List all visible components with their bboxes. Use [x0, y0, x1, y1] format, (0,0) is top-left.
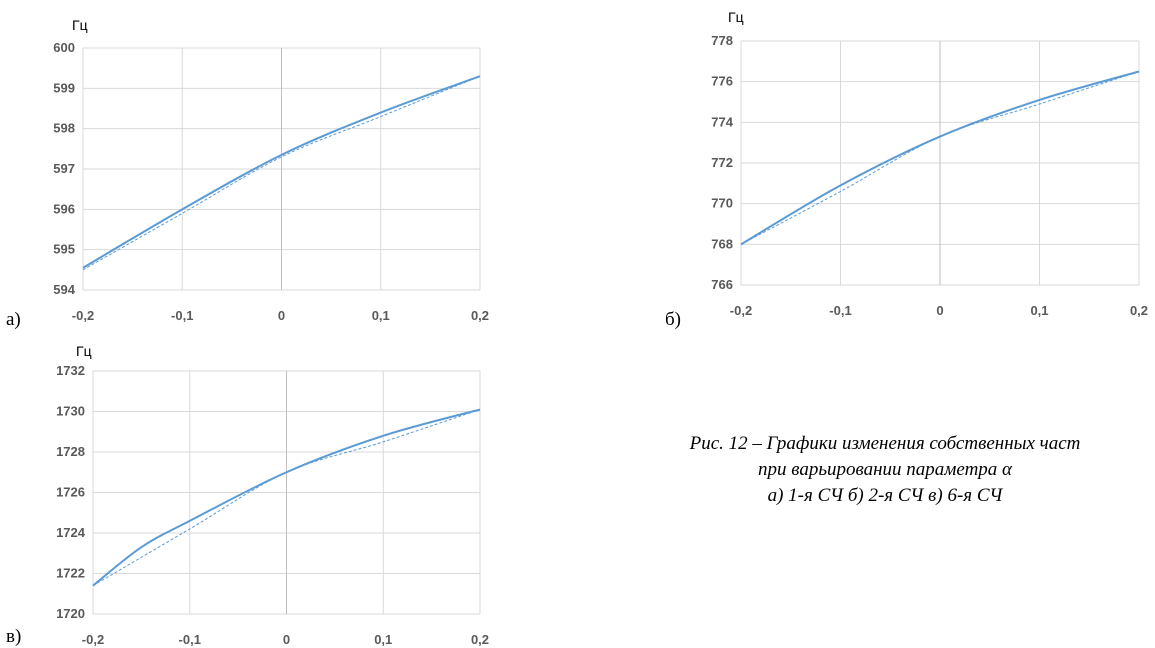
y-tick-label: 772: [711, 155, 733, 170]
caption-line-3: а) 1-я СЧ б) 2-я СЧ в) 6-я СЧ: [767, 485, 1003, 506]
y-unit-label: Гц: [728, 9, 744, 25]
panel-label-a: а): [6, 309, 21, 330]
caption-line-2: при варьировании параметра α: [757, 459, 1013, 480]
x-tick-label: -0,1: [171, 308, 193, 323]
y-tick-label: 1726: [56, 485, 85, 500]
x-tick-label: -0,1: [829, 303, 851, 318]
y-tick-label: 776: [711, 74, 733, 89]
plot-area: 594 595 596 597 598 599 600 -0,2 -0,1 0 0,1 0,2: [53, 40, 489, 323]
x-tick-label: 0: [283, 632, 290, 647]
x-tick-label: 0,1: [374, 632, 392, 647]
chart-c: 1720 1722 1724 1726 1728 1730 1732 -0,2 -0,1 0 0,1…: [56, 343, 489, 647]
x-tick-label: -0,2: [82, 632, 104, 647]
series-line-dashed: [740, 71, 1140, 245]
x-tick-label: -0,2: [730, 303, 752, 318]
y-tick-label: 1728: [56, 444, 85, 459]
y-tick-label: 597: [53, 161, 75, 176]
x-tick-label: 0,2: [471, 632, 489, 647]
panel-label-c: в): [6, 626, 22, 647]
x-tick-label: -0,2: [72, 308, 94, 323]
x-tick-label: 0,2: [1130, 303, 1148, 318]
y-tick-label: 594: [53, 282, 75, 297]
y-tick-label: 770: [711, 196, 733, 211]
series-line-solid: [82, 75, 481, 269]
x-tick-label: 0,1: [1030, 303, 1048, 318]
series-line-dashed: [82, 75, 481, 271]
y-tick-label: 1722: [56, 566, 85, 581]
y-tick-label: 1732: [56, 363, 85, 378]
chart-a: 594 595 596 597 598 599 600 -0,2 -0,1 0 0,1 0,2 Гц: [53, 17, 489, 323]
y-tick-label: 598: [53, 121, 75, 136]
y-tick-label: 600: [53, 40, 75, 55]
x-tick-label: 0,1: [372, 308, 390, 323]
x-tick-label: -0,1: [179, 632, 201, 647]
y-tick-label: 774: [711, 114, 733, 129]
plot-area: 1720 1722 1724 1726 1728 1730 1732 -0,2 -0,1 0 0,1…: [56, 363, 489, 647]
chart-b: 766 768 770 772 774 776 778 -0,2 -0,1 0 0,1 0,2 Гц: [711, 9, 1148, 318]
y-tick-label: 768: [711, 236, 733, 251]
plot-area: 766 768 770 772 774 776 778 -0,2 -0,1 0 0,1 0,2: [711, 33, 1148, 318]
x-tick-label: 0,2: [471, 308, 489, 323]
y-tick-label: 1720: [56, 606, 85, 621]
y-tick-label: 766: [711, 277, 733, 292]
y-unit-label: Гц: [76, 343, 92, 359]
y-tick-label: 1730: [56, 404, 85, 419]
panel-label-b: б): [665, 309, 681, 330]
x-tick-label: 0: [278, 308, 285, 323]
y-tick-label: 596: [53, 201, 75, 216]
x-tick-label: 0: [936, 303, 943, 318]
figure-caption: Рис. 12 – Графики изменения собственных …: [585, 431, 1155, 509]
y-tick-label: 1724: [56, 525, 86, 540]
y-tick-label: 778: [711, 33, 733, 48]
y-tick-label: 599: [53, 80, 75, 95]
caption-line-1: Рис. 12 – Графики изменения собственных …: [689, 433, 1081, 454]
y-tick-label: 595: [53, 242, 75, 257]
series-line-solid: [92, 408, 481, 587]
y-unit-label: Гц: [72, 17, 88, 33]
